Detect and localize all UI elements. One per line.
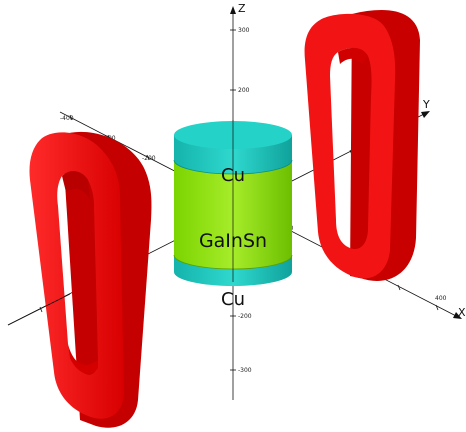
z-tick-label: -300 — [238, 367, 252, 374]
y-arrow-icon — [421, 111, 430, 118]
top-cap-label: Cu — [221, 165, 245, 186]
y-axis-label: Y — [422, 98, 430, 111]
z-tick-label: 200 — [238, 87, 250, 94]
left-coil-inner — [62, 171, 90, 200]
z-axis-label: Z — [238, 2, 246, 15]
z-tick-label: -200 — [238, 313, 252, 320]
y-axis-foreground — [7, 293, 71, 326]
x-arrow-icon — [453, 312, 462, 319]
body-label: GaInSn — [199, 230, 267, 252]
left-coil-inner-lower — [68, 344, 98, 374]
z-arrow-icon — [230, 6, 236, 14]
right-coil — [304, 10, 420, 281]
right-coil-front — [304, 13, 396, 279]
diag-tick-label: -400 — [60, 115, 74, 122]
right-coil-inner — [338, 47, 368, 64]
left-coil — [29, 131, 152, 428]
cylinder — [173, 120, 293, 286]
x-axis-label: X — [458, 306, 466, 319]
left-coil-front — [29, 132, 124, 419]
x-tick-label: 400 — [435, 295, 447, 302]
z-tick-label: 300 — [238, 27, 250, 34]
bottom-cap-label: Cu — [221, 289, 245, 310]
diag-tick-label: -200 — [142, 155, 156, 162]
